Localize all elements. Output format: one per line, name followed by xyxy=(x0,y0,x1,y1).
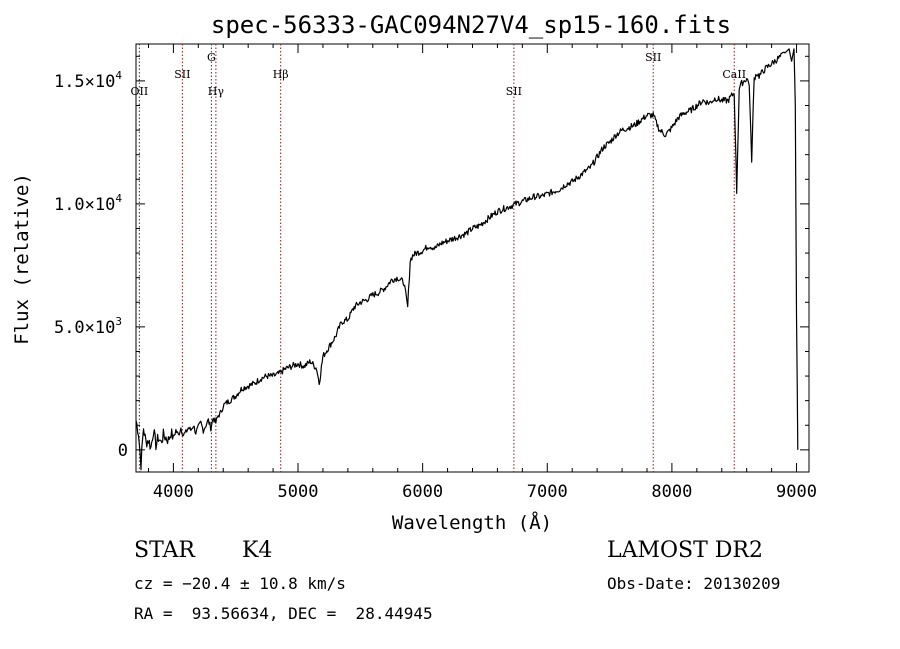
spectrum-line xyxy=(135,48,799,471)
spectral-line-label: SII xyxy=(506,85,522,98)
x-axis-label: Wavelength (Å) xyxy=(392,511,552,534)
x-axis-ticks: 4000 5000 6000 7000 8000 9000 xyxy=(147,44,817,502)
x-tick-label: 9000 xyxy=(776,482,817,502)
y-tick-label: 0 xyxy=(118,441,128,461)
y-axis-ticks: 0 5.0×103 1.0×104 1.5×104 xyxy=(54,55,809,461)
coordinates: RA = 93.56634, DEC = 28.44945 xyxy=(134,604,433,623)
spectral-line-label: OII xyxy=(131,85,149,98)
chart-title: spec-56333-GAC094N27V4_sp15-160.fits xyxy=(211,11,731,39)
y-axis-label: Flux (relative) xyxy=(11,173,33,345)
spectral-line-label: Hγ xyxy=(208,85,225,98)
object-subclass: K4 xyxy=(242,538,273,563)
x-tick-label: 6000 xyxy=(402,482,443,502)
x-tick-label: 4000 xyxy=(153,482,194,502)
spectral-line-markers: OII SII Hγ G Hβ SII SII CaII xyxy=(131,44,746,472)
spectral-line-label: SII xyxy=(174,68,190,81)
y-tick-exponent: 3 xyxy=(115,315,122,328)
x-tick-label: 7000 xyxy=(527,482,568,502)
y-tick-label: 5.0×103 xyxy=(54,315,122,338)
y-tick-exponent: 4 xyxy=(115,69,122,82)
y-tick-label: 1.5×104 xyxy=(54,69,122,92)
plot-frame xyxy=(135,43,810,473)
redshift-velocity: cz = −20.4 ± 10.8 km/s xyxy=(134,574,346,593)
observation-date: Obs-Date: 20130209 xyxy=(607,574,781,593)
x-tick-label: 8000 xyxy=(651,482,692,502)
spectral-line-label: Hβ xyxy=(273,68,289,81)
y-tick-exponent: 4 xyxy=(115,192,122,205)
object-type: STAR xyxy=(134,538,195,563)
survey-name: LAMOST DR2 xyxy=(607,538,763,563)
x-tick-label: 5000 xyxy=(278,482,319,502)
spectral-line-label: G xyxy=(207,51,216,64)
y-tick-label: 1.0×104 xyxy=(54,192,122,215)
spectral-line-label: CaII xyxy=(722,68,746,81)
spectral-line-label: SII xyxy=(645,51,661,64)
